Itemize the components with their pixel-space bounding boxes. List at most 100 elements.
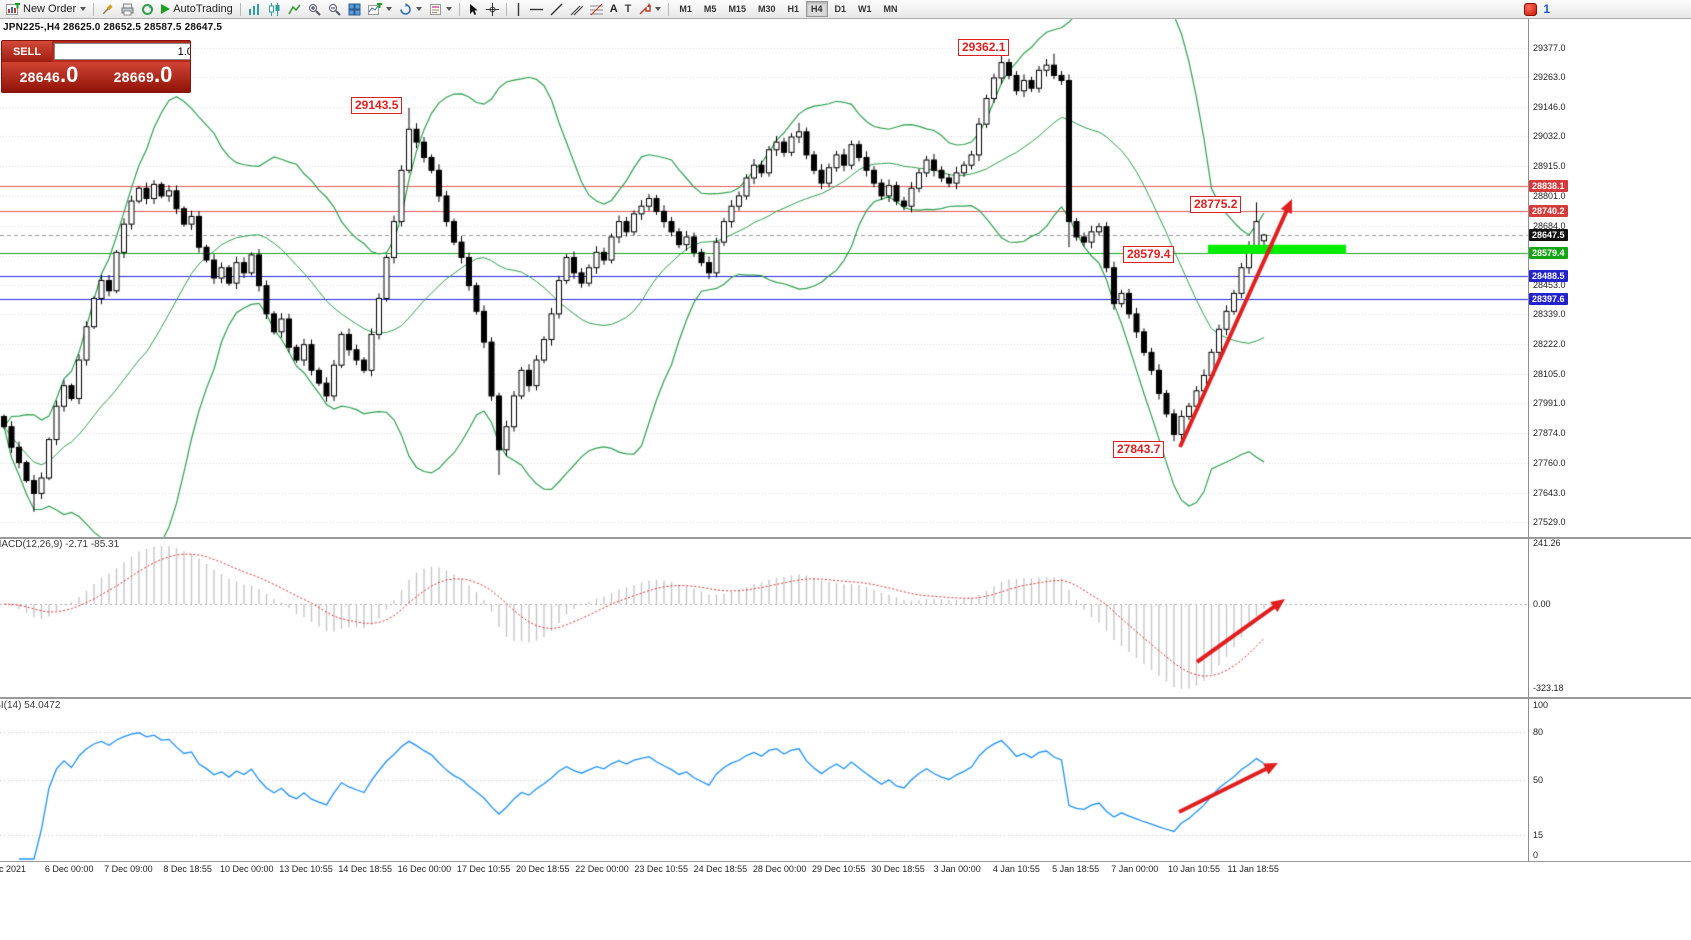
rsi-axis-label: 100	[1533, 700, 1549, 710]
time-axis-label: 4 Jan 10:55	[992, 864, 1040, 874]
timeframe-button-mn[interactable]: MN	[883, 4, 898, 14]
alert-icon[interactable]	[1524, 2, 1538, 16]
vertical-line-tool[interactable]	[511, 1, 526, 18]
timeframe-button-m1[interactable]: M1	[679, 4, 692, 14]
candlestick-icon	[268, 2, 280, 16]
fibonacci-icon	[589, 3, 603, 15]
price-axis-label: 29146.0	[1533, 102, 1566, 113]
chevron-down-icon	[655, 7, 662, 11]
time-axis-label: 20 Dec 18:55	[516, 864, 570, 874]
time-axis-label: 30 Dec 18:55	[871, 864, 925, 874]
time-axis-label: 29 Dec 10:55	[812, 864, 866, 874]
price-axis-label: 27874.0	[1533, 428, 1566, 439]
zoom-out-button[interactable]	[325, 1, 344, 18]
refresh-button[interactable]	[138, 1, 157, 18]
autotrading-label: AutoTrading	[173, 3, 233, 15]
profiles-button[interactable]	[396, 1, 425, 18]
timeframe-button-m30[interactable]: M30	[757, 4, 776, 14]
hammer-button[interactable]	[98, 1, 117, 18]
play-icon	[161, 4, 171, 14]
trendline-tool[interactable]	[547, 1, 566, 18]
timeframe-button-h1[interactable]: H1	[787, 4, 799, 14]
timeframe-group: M1 M5 M15 M30 H1 H4 D1 W1 MN	[673, 1, 903, 17]
channel-tool[interactable]	[567, 1, 586, 18]
timeframe-button-w1[interactable]: W1	[858, 4, 872, 14]
price-annotation[interactable]: 29143.5	[351, 97, 403, 114]
sell-button[interactable]: SELL	[2, 41, 52, 62]
price-badge: 28488.5	[1529, 269, 1568, 282]
text-tool-icon: A	[609, 3, 618, 15]
time-axis-label: 11 Jan 18:55	[1227, 864, 1279, 874]
price-annotation[interactable]: 29362.1	[958, 39, 1010, 56]
time-axis-label: ec 2021	[0, 864, 27, 874]
volume-field: ▲ ▼	[54, 43, 190, 60]
time-axis-line	[0, 861, 1691, 862]
toolbar-separator	[458, 2, 460, 16]
autotrading-button[interactable]: AutoTrading	[158, 1, 236, 18]
sell-price-main: 28646	[19, 69, 61, 85]
time-axis-label: 7 Dec 09:00	[104, 864, 153, 874]
timeframe-button-d1[interactable]: D1	[834, 4, 847, 14]
timeframe-button-m15[interactable]: M15	[728, 4, 746, 14]
price-annotation[interactable]: 27843.7	[1113, 441, 1165, 458]
sell-label: SELL	[12, 45, 42, 58]
panel-separator-rsi[interactable]	[0, 697, 1691, 699]
toolbar: New Order AutoTrading	[0, 0, 1691, 19]
chevron-down-icon	[445, 7, 452, 11]
rsi-axis-label: 15	[1533, 830, 1544, 841]
cursor-icon	[469, 3, 478, 15]
text-tool[interactable]: A	[607, 1, 621, 18]
price-badge: 28740.2	[1529, 205, 1568, 218]
price-axis-label: 29263.0	[1533, 72, 1566, 83]
indicators-button[interactable]	[365, 1, 395, 18]
time-axis-label: 7 Jan 00:00	[1111, 864, 1159, 874]
trendline-icon	[550, 3, 563, 15]
time-axis-label: 16 Dec 00:00	[397, 864, 452, 874]
time-axis-label: 17 Dec 10:55	[456, 864, 511, 874]
cursor-button[interactable]	[464, 1, 482, 18]
zoom-in-button[interactable]	[305, 1, 324, 18]
fibonacci-tool[interactable]	[587, 1, 606, 18]
timeframe-button-h4[interactable]: H4	[805, 1, 828, 17]
tile-windows-button[interactable]	[345, 1, 364, 18]
chart-info-line: JPN225-,H4 28625.0 28652.5 28587.5 28647…	[3, 22, 223, 33]
template-icon	[429, 3, 441, 15]
time-axis-label: 10 Jan 10:55	[1167, 864, 1221, 874]
volume-input[interactable]	[55, 44, 190, 59]
timeframe-button-m5[interactable]: M5	[703, 4, 717, 14]
price-axis-label: 27991.0	[1533, 398, 1566, 409]
price-axis-label: 29032.0	[1533, 131, 1566, 142]
time-axis-label: 24 Dec 18:55	[693, 864, 748, 874]
panel-separator-macd[interactable]	[0, 537, 1691, 539]
macd-axis-label: 241.26	[1533, 538, 1561, 548]
price-badge: 28579.4	[1529, 246, 1568, 259]
candlestick-chart-button[interactable]	[265, 1, 284, 18]
shapes-tool[interactable]	[635, 1, 664, 18]
buy-price[interactable]: 28669 .0	[96, 62, 190, 92]
price-axis-label: 27643.0	[1533, 487, 1566, 498]
zoom-in-icon	[308, 3, 321, 16]
toolbar-separator	[668, 2, 670, 16]
templates-button[interactable]	[426, 1, 455, 18]
crosshair-button[interactable]	[483, 1, 502, 18]
label-tool-icon: T	[624, 3, 632, 15]
bar-chart-button[interactable]	[245, 1, 264, 18]
time-axis-label: 6 Dec 00:00	[44, 864, 94, 874]
toolbar-separator	[505, 2, 507, 16]
new-order-button[interactable]: New Order	[3, 1, 89, 18]
print-button[interactable]	[118, 1, 137, 18]
refresh-icon	[142, 3, 154, 15]
price-axis-label: 29377.0	[1533, 42, 1566, 53]
time-axis-label: 3 Jan 00:00	[933, 864, 981, 874]
macd-axis-label: 0.00	[1533, 599, 1551, 609]
horizontal-line-tool[interactable]	[527, 1, 546, 18]
toolbar-separator	[239, 2, 241, 16]
price-annotation[interactable]: 28579.4	[1123, 246, 1175, 263]
line-chart-button[interactable]	[285, 1, 304, 18]
sell-price[interactable]: 28646 .0	[2, 62, 96, 92]
label-tool[interactable]: T	[622, 1, 635, 18]
price-annotation[interactable]: 28775.2	[1190, 196, 1242, 213]
chevron-down-icon	[385, 7, 392, 11]
window-number-badge: 1	[1543, 2, 1550, 16]
